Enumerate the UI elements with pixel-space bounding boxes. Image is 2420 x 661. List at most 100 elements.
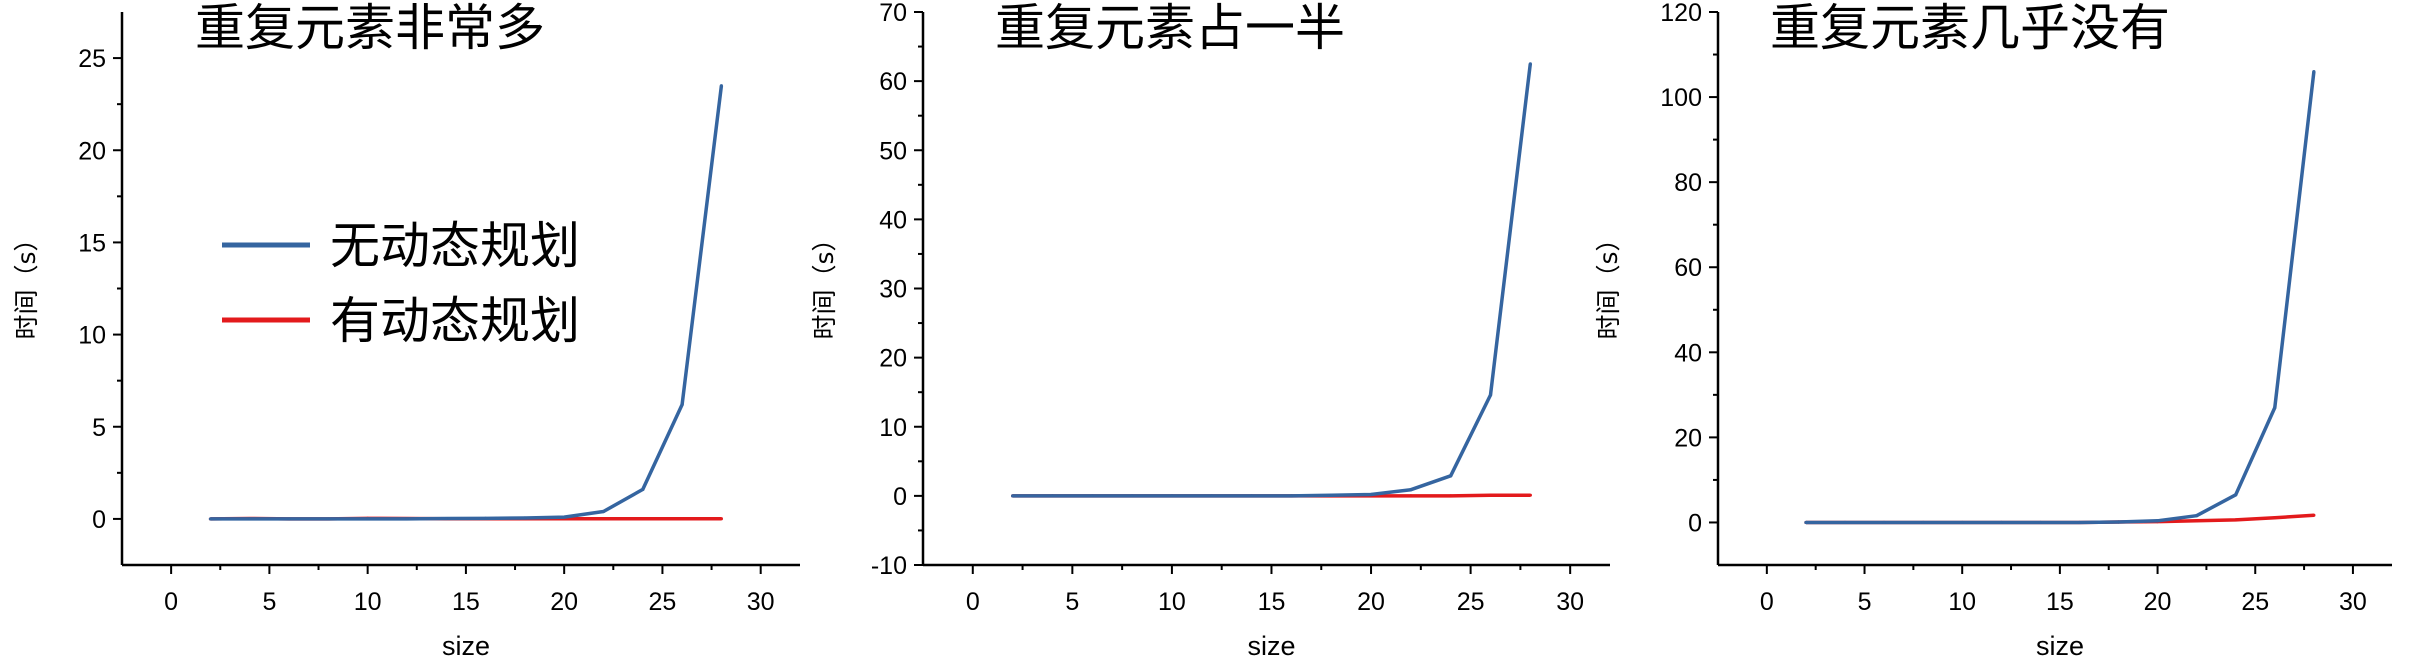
data-point xyxy=(1289,494,1293,498)
y-tick-label: 20 xyxy=(78,137,106,165)
chart-title: 重复元素非常多 xyxy=(195,0,545,57)
y-tick-label: 5 xyxy=(92,414,106,442)
series-no-dp xyxy=(1804,69,2316,525)
data-point xyxy=(1409,494,1413,498)
data-point xyxy=(562,515,566,519)
data-point xyxy=(2195,519,2199,523)
data-point xyxy=(719,84,723,88)
chart-title: 重复元素占一半 xyxy=(995,0,1345,57)
data-point xyxy=(287,517,291,521)
x-tick-label: 25 xyxy=(2241,588,2269,616)
x-axis-label: size xyxy=(2036,631,2084,661)
y-tick-label: 40 xyxy=(879,206,907,234)
data-point xyxy=(719,517,723,521)
y-tick-label: 10 xyxy=(879,414,907,442)
y-tick-label: 20 xyxy=(879,345,907,373)
series-line xyxy=(210,85,724,521)
y-tick-label: 20 xyxy=(1674,424,1702,452)
data-point xyxy=(1369,492,1373,497)
data-point xyxy=(1488,493,1493,497)
data-point xyxy=(2273,516,2277,520)
y-tick-label: 0 xyxy=(1688,509,1702,537)
y-tick-label: 15 xyxy=(78,229,106,257)
x-tick-label: 10 xyxy=(1158,588,1186,616)
data-point xyxy=(1882,520,1886,525)
y-axis-label: 时间（s） xyxy=(1594,226,1623,339)
legend-entry: 无动态规划 xyxy=(330,217,580,275)
data-point xyxy=(1449,474,1453,478)
data-point xyxy=(2155,519,2160,523)
y-tick-label: 80 xyxy=(1674,169,1702,197)
data-point xyxy=(483,516,488,520)
chart-panel-3: 0 20 40 60 80 100 120 0 5 10 15 20 25 30 重复元素几乎没有 size 时… xyxy=(1594,0,2392,661)
x-tick-label: 10 xyxy=(1948,588,1976,616)
y-tick-label: -10 xyxy=(871,552,907,580)
data-point xyxy=(1804,520,1808,525)
y-tick-label: 120 xyxy=(1660,0,1702,27)
x-tick-label: 30 xyxy=(1556,588,1584,616)
x-tick-label: 25 xyxy=(649,588,677,616)
data-point xyxy=(1449,494,1453,498)
y-tick-label: 100 xyxy=(1660,84,1702,112)
data-point xyxy=(641,487,645,492)
data-point xyxy=(1329,493,1333,497)
data-point xyxy=(1130,494,1134,498)
y-tick-label: 30 xyxy=(879,276,907,304)
data-point xyxy=(1843,520,1847,525)
x-tick-label: 30 xyxy=(747,588,775,616)
data-point xyxy=(680,403,684,407)
data-point xyxy=(1488,393,1493,397)
series-no-dp xyxy=(1011,62,1533,498)
data-point xyxy=(1210,494,1214,498)
y-tick-label: 0 xyxy=(893,483,907,511)
data-point xyxy=(208,517,213,521)
y-axis-label: 时间（s） xyxy=(12,226,41,339)
data-point xyxy=(1090,494,1094,498)
data-point xyxy=(1999,520,2003,525)
data-point xyxy=(2077,520,2082,525)
data-point xyxy=(1528,62,1532,66)
data-point xyxy=(444,516,448,521)
x-tick-label: 0 xyxy=(1760,588,1774,616)
data-point xyxy=(1011,494,1015,498)
x-tick-label: 5 xyxy=(1858,588,1872,616)
x-tick-label: 20 xyxy=(1357,588,1385,616)
data-point xyxy=(1170,494,1174,498)
data-point xyxy=(2195,514,2199,518)
data-point xyxy=(2234,493,2238,497)
chart-panel-1: 0 5 10 15 20 25 0 5 10 15 20 25 30 重复元素非常多 size 时间（s） 无动… xyxy=(12,0,800,661)
data-point xyxy=(641,517,645,521)
series-line xyxy=(1012,63,1533,498)
y-axis-label: 时间（s） xyxy=(810,226,839,339)
y-tick-label: 10 xyxy=(78,322,106,350)
data-point xyxy=(326,517,330,521)
data-point xyxy=(2312,513,2316,517)
legend-entry: 有动态规划 xyxy=(330,292,580,350)
data-point xyxy=(1249,494,1254,498)
x-tick-label: 30 xyxy=(2339,588,2367,616)
x-tick-label: 20 xyxy=(550,588,578,616)
x-tick-label: 5 xyxy=(262,588,276,616)
y-tick-label: 60 xyxy=(879,68,907,96)
chart-panel-2: -10 0 10 20 30 40 50 60 70 0 5 10 15 20 25 30 重复元素占一半 siz… xyxy=(810,0,1610,661)
data-point xyxy=(2116,520,2121,524)
data-point xyxy=(2038,520,2042,525)
y-tick-label: 40 xyxy=(1674,339,1702,367)
x-axis-label: size xyxy=(442,631,490,661)
series-line xyxy=(1805,71,2316,525)
chart-title: 重复元素几乎没有 xyxy=(1770,0,2170,57)
data-point xyxy=(523,516,527,520)
x-tick-label: 0 xyxy=(966,588,980,616)
x-tick-label: 10 xyxy=(354,588,382,616)
x-tick-label: 0 xyxy=(164,588,178,616)
data-point xyxy=(248,517,252,521)
data-point xyxy=(2234,518,2238,522)
data-point xyxy=(1050,494,1055,498)
data-point xyxy=(680,517,684,521)
data-point xyxy=(1921,520,1925,525)
data-point xyxy=(1528,493,1532,497)
y-tick-label: 0 xyxy=(92,506,106,534)
data-point xyxy=(2273,406,2277,410)
